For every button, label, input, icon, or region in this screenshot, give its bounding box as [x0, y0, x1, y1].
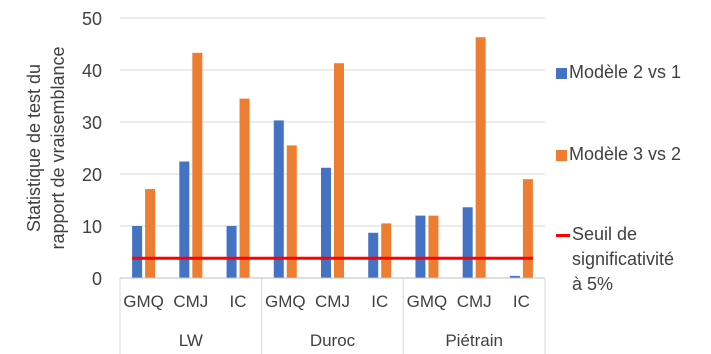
legend-item-threshold: Seuil de significativité à 5% — [556, 222, 674, 297]
legend-swatch-model-2-vs-1 — [556, 68, 567, 79]
x-tick-label: CMJ — [173, 292, 208, 311]
group-label: Duroc — [310, 331, 356, 350]
chart-legend: Modèle 2 vs 1 Modèle 3 vs 2 Seuil de sig… — [556, 0, 706, 354]
y-tick-label: 50 — [82, 9, 102, 29]
x-tick-label: CMJ — [457, 292, 492, 311]
bar-model-3-vs-2 — [239, 98, 250, 278]
bar-model-2-vs-1 — [462, 207, 473, 278]
x-tick-label: GMQ — [265, 292, 306, 311]
y-tick-label: 40 — [82, 61, 102, 81]
y-tick-label: 20 — [82, 165, 102, 185]
legend-label-model-3-vs-2: Modèle 3 vs 2 — [569, 144, 682, 164]
y-tick-label: 30 — [82, 113, 102, 133]
y-tick-label: 10 — [82, 217, 102, 237]
bar-model-2-vs-1 — [179, 161, 190, 278]
bar-model-3-vs-2 — [145, 189, 156, 278]
legend-label-model-2-vs-1: Modèle 2 vs 1 — [569, 62, 682, 82]
legend-item-model-3-vs-2: Modèle 3 vs 2 — [556, 142, 681, 167]
bar-model-2-vs-1 — [321, 167, 331, 278]
bar-model-2-vs-1 — [273, 120, 284, 278]
y-axis-label: rapport de vraisemblance — [48, 46, 68, 249]
x-tick-label: IC — [371, 292, 388, 311]
x-tick-label: IC — [230, 292, 247, 311]
legend-item-model-2-vs-1: Modèle 2 vs 1 — [556, 60, 681, 85]
group-label: Piétrain — [445, 331, 503, 350]
bar-model-3-vs-2 — [286, 145, 297, 278]
bar-model-2-vs-1 — [509, 275, 520, 278]
bar-model-2-vs-1 — [368, 232, 379, 278]
bar-chart: 0 10 20 30 40 50 Statistique de test du rapport… — [24, 9, 546, 354]
x-tick-label: CMJ — [315, 292, 350, 311]
bar-model-2-vs-1 — [132, 226, 143, 278]
bar-model-2-vs-1 — [415, 215, 426, 278]
bar-model-2-vs-1 — [226, 226, 237, 278]
bar-model-3-vs-2 — [192, 52, 203, 279]
group-label: LW — [179, 331, 203, 350]
x-tick-label: GMQ — [407, 292, 448, 311]
bar-model-3-vs-2 — [428, 215, 439, 278]
x-tick-label: GMQ — [123, 292, 164, 311]
bar-model-3-vs-2 — [381, 223, 392, 278]
x-tick-label: IC — [513, 292, 530, 311]
legend-label-threshold: Seuil de significativité à 5% — [572, 224, 675, 294]
legend-swatch-threshold — [556, 234, 570, 237]
bar-model-3-vs-2 — [475, 37, 486, 278]
y-axis-label: Statistique de test du — [24, 64, 44, 232]
bar-model-3-vs-2 — [334, 63, 344, 278]
bar-model-3-vs-2 — [522, 179, 533, 278]
legend-swatch-model-3-vs-2 — [556, 150, 567, 161]
y-tick-label: 0 — [92, 269, 102, 289]
